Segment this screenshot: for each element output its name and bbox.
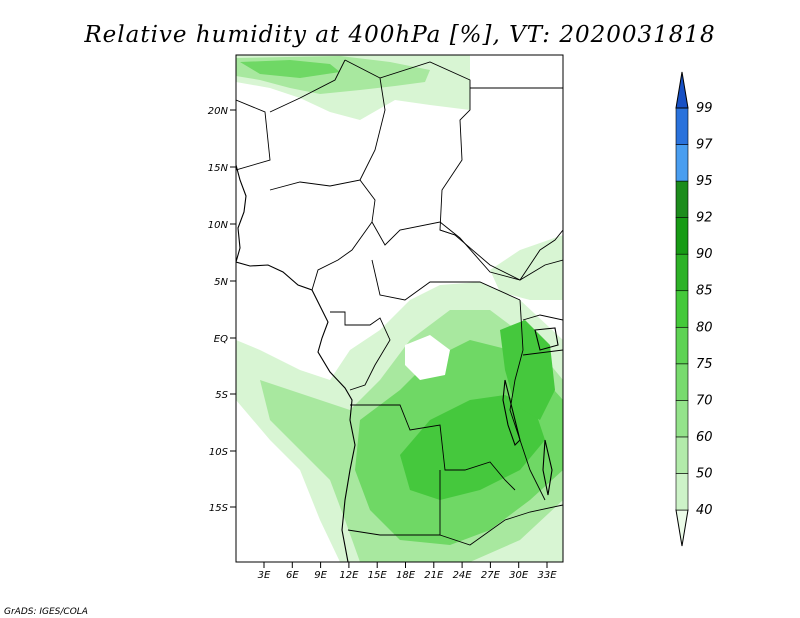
- lat-label: 15S: [209, 503, 229, 514]
- humidity-region-east: [490, 235, 563, 300]
- border-east-lakes: [509, 299, 546, 501]
- colorbar-swatch: [675, 436, 689, 474]
- colorbar-label: 97: [696, 138, 713, 153]
- colorbar-label: 99: [696, 101, 713, 116]
- lon-label: 15E: [368, 570, 388, 581]
- colorbar-label: 80: [696, 320, 713, 335]
- colorbar-swatch: [675, 400, 689, 438]
- lon-label: 3E: [258, 570, 271, 581]
- colorbar-bottom-arrow: [675, 509, 689, 547]
- coastline-west: [236, 164, 356, 562]
- lake-tanganyika: [502, 379, 521, 447]
- humidity-region-lakes: [500, 320, 555, 420]
- colorbar-label: 70: [696, 393, 713, 408]
- lon-label: 33E: [537, 570, 557, 581]
- colorbar-swatch: [675, 473, 689, 511]
- colorbar-label: 50: [696, 466, 713, 481]
- border-sudan: [439, 229, 563, 281]
- lon-label: 18E: [396, 570, 416, 581]
- lat-label: 5N: [214, 277, 228, 288]
- lon-label: 24E: [453, 570, 473, 581]
- lon-label: 9E: [314, 570, 327, 581]
- border-car-south: [371, 259, 521, 301]
- colorbar-label: 60: [696, 430, 713, 445]
- border-tanzania: [522, 349, 563, 356]
- lat-label: 5S: [215, 390, 228, 401]
- border-congo: [330, 311, 391, 391]
- colorbar-swatch: [675, 326, 689, 365]
- dry-patch: [405, 335, 450, 380]
- border-algeria-niger: [344, 59, 386, 181]
- longitude-axis: 3E 6E 9E 12E 15E 18E 21E 24E 27E 30E 33E: [258, 562, 557, 581]
- humidity-region-north-spot: [240, 60, 340, 78]
- colorbar-swatch: [675, 290, 689, 328]
- lat-label: 10S: [209, 447, 229, 458]
- lake-malawi: [542, 439, 553, 496]
- lon-label: 12E: [339, 570, 359, 581]
- map-frame: [235, 54, 564, 563]
- lon-label: 30E: [509, 570, 529, 581]
- humidity-region-south-deep: [400, 395, 545, 500]
- lon-label: 27E: [481, 570, 501, 581]
- grads-credit: GrADS: IGES/COLA: [4, 607, 88, 617]
- border-niger-nigeria: [269, 179, 376, 223]
- border-nigeria-cameroon: [311, 221, 373, 291]
- border-libya-chad: [379, 61, 471, 236]
- colorbar-label: 40: [696, 503, 713, 518]
- map-title: Relative humidity at 400hPa [%], VT: 202…: [83, 22, 715, 48]
- colorbar-label: 90: [696, 247, 713, 262]
- border-sahara: [236, 99, 271, 171]
- lat-label: 10N: [208, 220, 229, 231]
- border-drc-angola: [350, 404, 516, 491]
- lat-label: 20N: [208, 106, 229, 117]
- border-cameroon-car: [371, 221, 563, 281]
- country-borders: [236, 59, 563, 562]
- colorbar-swatch: [675, 180, 689, 218]
- lat-label: EQ: [214, 334, 228, 345]
- humidity-field: [236, 55, 563, 562]
- lake-victoria: [534, 327, 559, 351]
- border-uganda: [522, 314, 563, 321]
- colorbar-label: 92: [696, 211, 713, 226]
- colorbar-swatch: [675, 107, 689, 145]
- lon-label: 21E: [424, 570, 444, 581]
- colorbar-top-arrow: [675, 71, 689, 109]
- colorbar-swatch: [675, 363, 689, 401]
- border-angola-south: [347, 470, 441, 536]
- colorbar-label: 95: [696, 174, 713, 189]
- colorbar-swatch: [675, 144, 689, 182]
- colorbar: 40 50 60 70 75 80 85 90 92 95 97 99: [675, 71, 713, 547]
- lat-label: 15N: [208, 163, 229, 174]
- lon-label: 6E: [286, 570, 299, 581]
- colorbar-label: 85: [696, 284, 713, 299]
- colorbar-swatch: [675, 253, 689, 292]
- latitude-axis: 20N 15N 10N 5N EQ 5S 10S 15S: [208, 106, 236, 514]
- colorbar-swatch: [675, 217, 689, 255]
- border-mali-niger: [269, 59, 346, 113]
- border-zambia: [439, 504, 563, 546]
- colorbar-label: 75: [696, 357, 713, 372]
